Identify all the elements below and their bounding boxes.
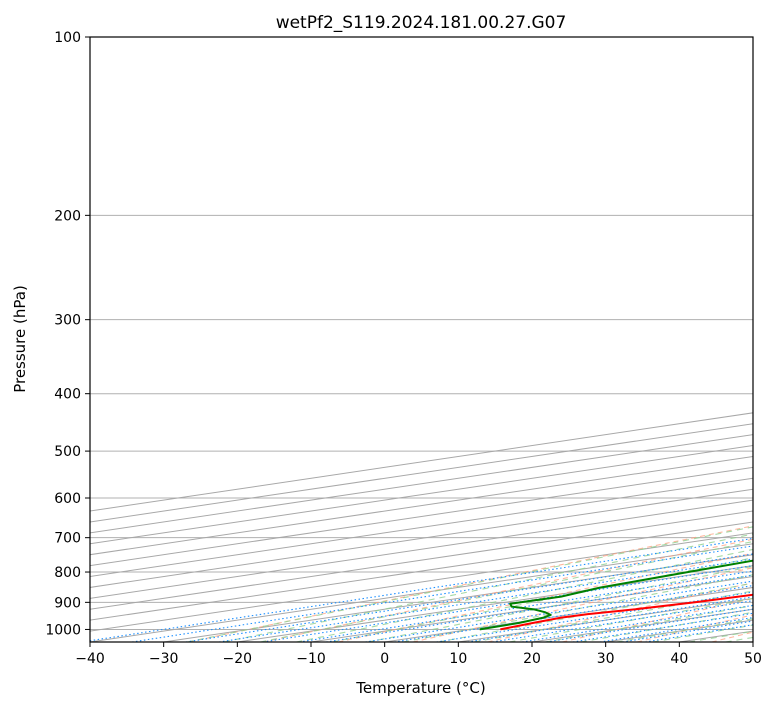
dewpoint-profile-line [479,559,753,631]
mixing-ratio-line [218,558,753,642]
isotherm-line [679,630,753,642]
isotherm-line [90,499,753,599]
isotherm-line [163,554,753,642]
x-axis-label: Temperature (°C) [355,679,485,697]
mixing-ratio-line [599,616,753,642]
dry-adiabat-line [487,582,753,642]
x-tick-label: −30 [149,651,179,667]
x-tick-label: 0 [380,651,389,667]
moist-adiabat-line [762,37,775,642]
isotherm-line [384,586,753,642]
moist-adiabat-line [725,636,753,642]
y-tick-label: 1000 [45,622,81,638]
moist-adiabat-line [403,574,753,642]
x-tick-label: 30 [597,651,615,667]
isotherm-line [90,510,753,610]
y-tick-label: 100 [54,30,81,46]
isotherm-line [90,488,753,588]
y-tick-label: 600 [54,491,81,507]
plot-frame [89,36,754,643]
mixing-ratio-line [572,612,753,642]
x-tick-label: 40 [670,651,688,667]
y-tick-label: 800 [54,565,81,581]
moist-adiabat-line [223,533,753,642]
moist-adiabat-line [509,597,753,642]
mixing-ratio-line [185,553,753,642]
x-tick-label: −10 [296,651,326,667]
temperature-profile-line [500,593,753,631]
x-tick-label: 50 [744,651,762,667]
mixing-ratio-line [131,545,753,642]
isotherm-line [458,597,753,642]
mixing-ratio-line [90,537,753,642]
isotherm-line [90,455,753,556]
x-tick-label: 10 [449,651,467,667]
mixing-ratio-line [365,580,753,642]
isotherm-line [90,532,753,632]
moist-adiabat-line [544,605,753,642]
chart-title: wetPf2_S119.2024.181.00.27.G07 [276,13,567,33]
y-tick-label: 200 [54,208,81,224]
mixing-ratio-line [299,570,753,642]
y-tick-label: 500 [54,444,81,460]
moist-adiabat-line [580,611,753,642]
isotherm-line [90,521,753,621]
isotherm-line [90,445,753,545]
x-tick-label: −40 [75,651,105,667]
dry-adiabat-line [412,567,753,642]
y-tick-label: 300 [54,313,81,329]
isotherm-line [90,466,753,567]
isotherm-line [752,641,753,642]
isotherm-line [90,477,753,578]
dry-adiabat-line [263,538,753,642]
moist-adiabat-line [260,541,753,642]
isotherm-line [531,608,753,642]
x-tick-label: 20 [523,651,541,667]
isotherm-line [237,565,753,642]
y-tick-label: 700 [54,531,81,547]
y-axis-label: Pressure (hPa) [11,285,29,393]
mixing-ratio-line [262,564,753,642]
y-tick-label: 900 [54,595,81,611]
y-tick-label: 400 [54,387,81,403]
x-tick-label: −20 [223,651,253,667]
